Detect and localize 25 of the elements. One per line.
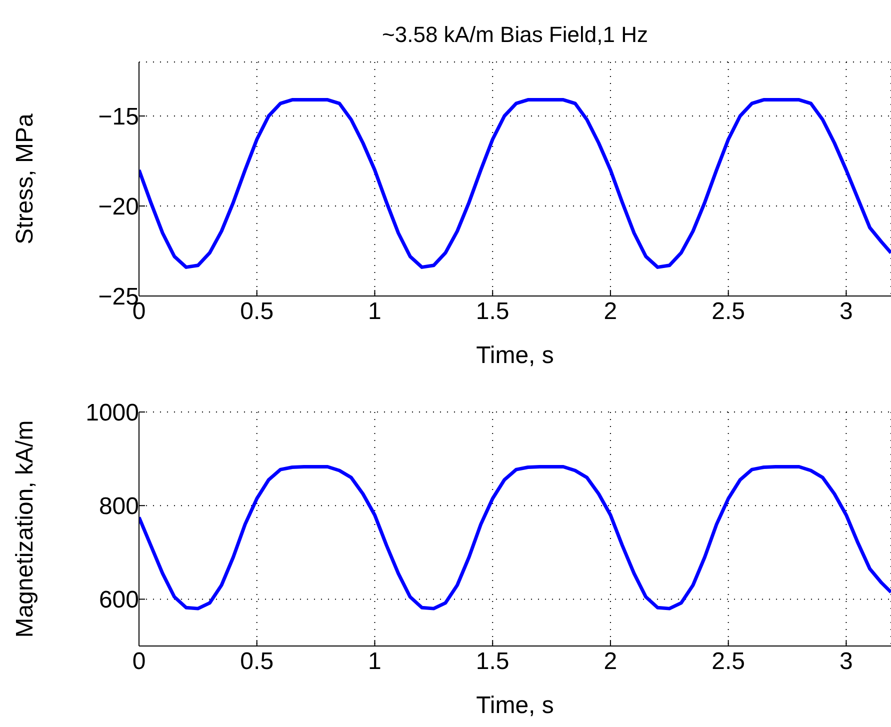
- chart-title: ~3.58 kA/m Bias Field,1 Hz: [381, 22, 649, 48]
- x-tick-label: 2.5: [712, 648, 746, 676]
- x-tick-label: 0: [132, 648, 146, 676]
- y-tick-label: 1000: [86, 400, 139, 427]
- x-tick-label: 0.5: [240, 648, 274, 676]
- x-tick-label: 2: [604, 648, 618, 676]
- line-series: [139, 98, 891, 269]
- x-axis-title: Time, s: [476, 342, 554, 369]
- x-tick-label: 0.5: [240, 298, 274, 326]
- x-tick-label: 1.5: [476, 648, 510, 676]
- x-axis-title: Time, s: [476, 692, 554, 719]
- y-axis-title: Stress, MPa: [12, 113, 39, 244]
- x-tick-label: 1: [368, 648, 382, 676]
- x-tick-label: 2.5: [712, 298, 746, 326]
- y-tick-label: −20: [98, 194, 139, 221]
- x-tick-label: 1: [368, 298, 382, 326]
- x-tick-label: 3: [840, 648, 853, 676]
- y-axis-title: Magnetization, kA/m: [12, 420, 39, 638]
- y-tick-label: 600: [98, 586, 139, 614]
- x-tick-label: 2: [604, 298, 618, 326]
- x-tick-label: 1.5: [476, 298, 510, 326]
- y-tick-label: −15: [98, 104, 139, 131]
- y-tick-label: 800: [98, 493, 139, 520]
- x-tick-label: 3: [840, 298, 853, 326]
- line-series: [139, 465, 891, 610]
